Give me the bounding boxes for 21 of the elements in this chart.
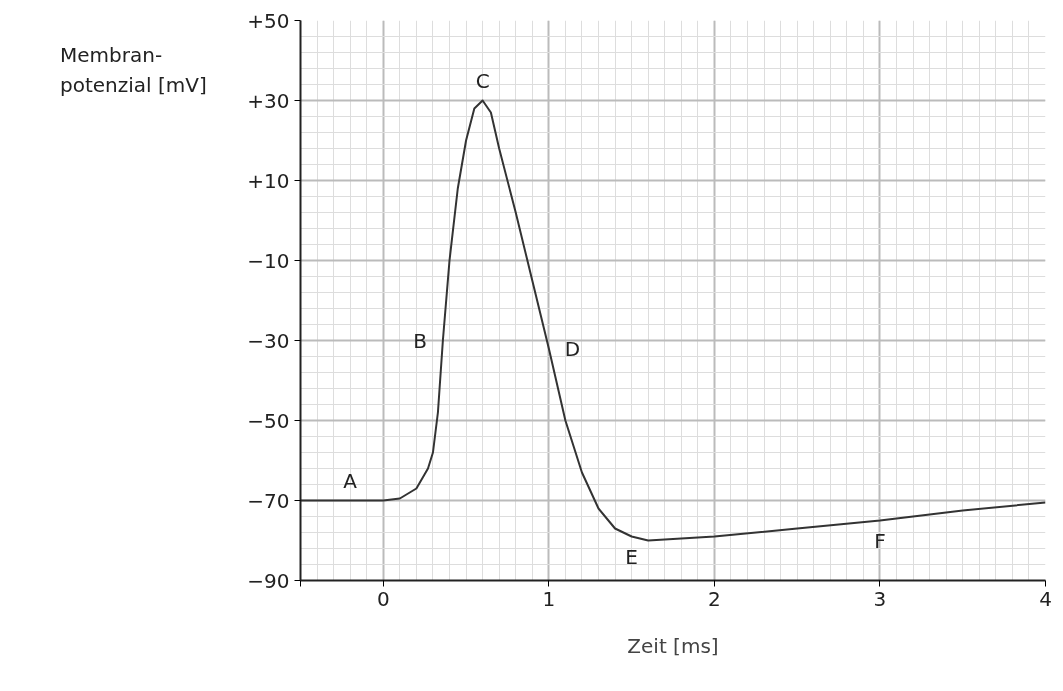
y-tick-label: −30 [247,328,290,353]
x-tick-label: 3 [873,586,887,611]
y-tick-label: +10 [247,168,290,193]
y-tick-label: −90 [247,568,290,593]
annotation: A [343,468,358,493]
annotation: C [475,68,490,93]
x-axis-title: Zeit [ms] [627,633,719,658]
y-tick-label: −70 [247,488,290,513]
x-tick-label: 2 [708,586,721,611]
y-tick-label: −50 [247,408,290,433]
annotation: F [874,528,886,553]
annotation: B [413,328,427,353]
y-tick-label: +30 [247,88,290,113]
x-tick-label: 0 [376,586,390,611]
annotation: D [564,336,581,361]
x-tick-label: 4 [1039,586,1052,611]
y-tick-label: −10 [247,248,290,273]
y-axis-title: Membran- potenzial [mV] [60,42,207,99]
x-tick-label: 1 [542,586,556,611]
y-tick-label: +50 [247,8,290,33]
annotation: E [625,544,638,569]
